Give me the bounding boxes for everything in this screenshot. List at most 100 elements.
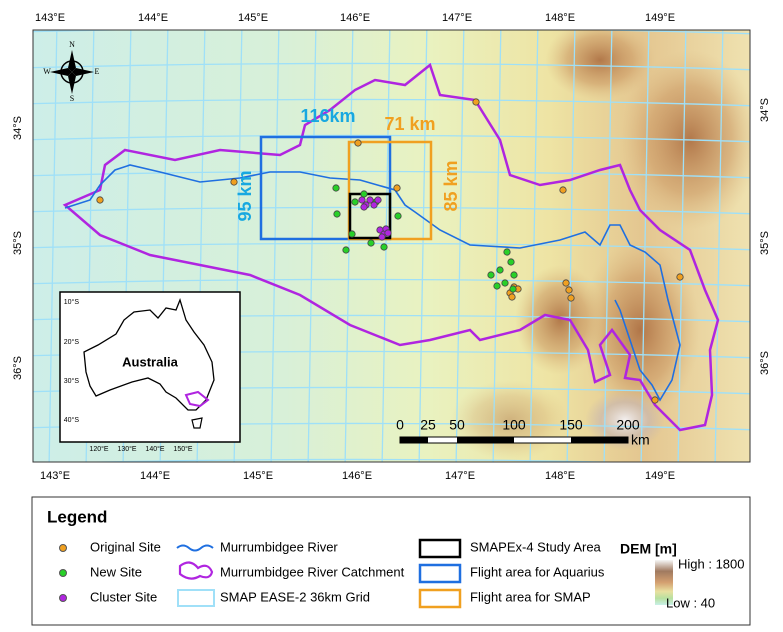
scale-label: 100 [502, 417, 526, 433]
annotation: 71 km [384, 114, 435, 134]
lat-label: 36°S [12, 356, 24, 380]
compass: N E S W [43, 40, 99, 103]
legend-symbol [418, 563, 462, 584]
lon-label: 149°E [645, 12, 675, 24]
compass-label: N [69, 40, 75, 49]
site-marker [333, 210, 341, 218]
legend-symbol [178, 561, 214, 580]
compass-label: S [70, 94, 74, 103]
legend-label: Cluster Site [90, 589, 157, 604]
inset-map: Australia [59, 291, 241, 443]
grid-line [344, 30, 354, 462]
grid-line [307, 30, 317, 462]
site-marker [501, 279, 509, 287]
legend-symbol [418, 588, 462, 609]
compass-label: E [95, 67, 100, 76]
site-marker [370, 201, 378, 209]
lon-label: 143°E [40, 470, 70, 482]
site-marker [360, 190, 368, 198]
annotation: 85 km [441, 160, 461, 211]
legend-symbol [176, 544, 214, 552]
murrumbidgee-river [64, 164, 681, 402]
legend-label: SMAPEx-4 Study Area [470, 539, 602, 554]
legend-label: New Site [90, 564, 142, 579]
grid-line [270, 30, 280, 462]
scale-label: 0 [396, 417, 404, 433]
dem-title: DEM [m] [620, 541, 677, 557]
lon-label: 144°E [140, 470, 170, 482]
scale-segment [571, 437, 628, 443]
dem-colorbar [655, 560, 673, 605]
grid-line [492, 30, 502, 462]
site-marker [367, 239, 375, 247]
legend-symbol [177, 589, 215, 607]
lon-label: 147°E [442, 12, 472, 24]
site-marker [360, 203, 368, 211]
scale-label: 200 [616, 417, 640, 433]
legend-label: Original Site [90, 539, 161, 554]
site-marker [351, 198, 359, 206]
lat-label: 35°S [12, 231, 24, 255]
tasmania-outline [191, 417, 203, 429]
lon-label: 144°E [138, 12, 168, 24]
site-marker [487, 271, 495, 279]
lat-label: 34°S [759, 98, 771, 122]
site-marker [384, 229, 392, 237]
terrain-high [545, 30, 655, 100]
legend-label: SMAP EASE-2 36km Grid [220, 589, 370, 604]
lat-label: 34°S [12, 116, 24, 140]
australia-outline [83, 298, 215, 411]
grid-line [33, 62, 750, 71]
inset-lat-label: 10°S [64, 298, 80, 306]
lat-label: 35°S [759, 231, 771, 255]
legend-frame [31, 496, 751, 626]
sites [96, 98, 684, 404]
inset-lat-label: 40°S [64, 416, 80, 424]
scale-unit: km [631, 432, 650, 448]
legend-symbol [59, 544, 67, 552]
site-marker [348, 230, 356, 238]
site-marker [380, 243, 388, 251]
inset-lon-label: 130°E [117, 445, 136, 453]
grid-line [603, 30, 613, 462]
site-marker [508, 293, 516, 301]
site-marker [510, 271, 518, 279]
grid-line [455, 30, 465, 462]
legend-symbol [59, 594, 67, 602]
inset-lat-label: 20°S [64, 338, 80, 346]
smap-grid [33, 30, 750, 462]
lon-label: 143°E [35, 12, 65, 24]
site-marker [342, 246, 350, 254]
site-marker [565, 286, 573, 294]
site-marker [496, 266, 504, 274]
grid-line [714, 30, 724, 462]
site-marker [651, 396, 659, 404]
lon-label: 148°E [545, 12, 575, 24]
lon-label: 147°E [445, 470, 475, 482]
legend: Legend DEM [m] High : 1800 Low : 40 [31, 496, 751, 626]
dem-label: High : 1800 [678, 556, 745, 571]
site-marker [374, 196, 382, 204]
scale-label: 25 [420, 417, 436, 433]
site-marker [559, 186, 567, 194]
site-marker [472, 98, 480, 106]
lon-label: 149°E [645, 470, 675, 482]
lon-label: 145°E [238, 12, 268, 24]
site-marker [230, 178, 238, 186]
grid-line [33, 98, 750, 107]
site-marker [394, 212, 402, 220]
site-marker [507, 258, 515, 266]
site-marker [509, 285, 517, 293]
site-marker [332, 184, 340, 192]
site-marker [503, 248, 511, 256]
legend-label: Flight area for Aquarius [470, 564, 605, 579]
inset-title: Australia [122, 354, 178, 369]
lon-label: 148°E [545, 470, 575, 482]
study-area [348, 192, 392, 240]
site-marker [354, 139, 362, 147]
grid-line [33, 30, 750, 35]
site-marker [493, 282, 501, 290]
site-marker [393, 184, 401, 192]
